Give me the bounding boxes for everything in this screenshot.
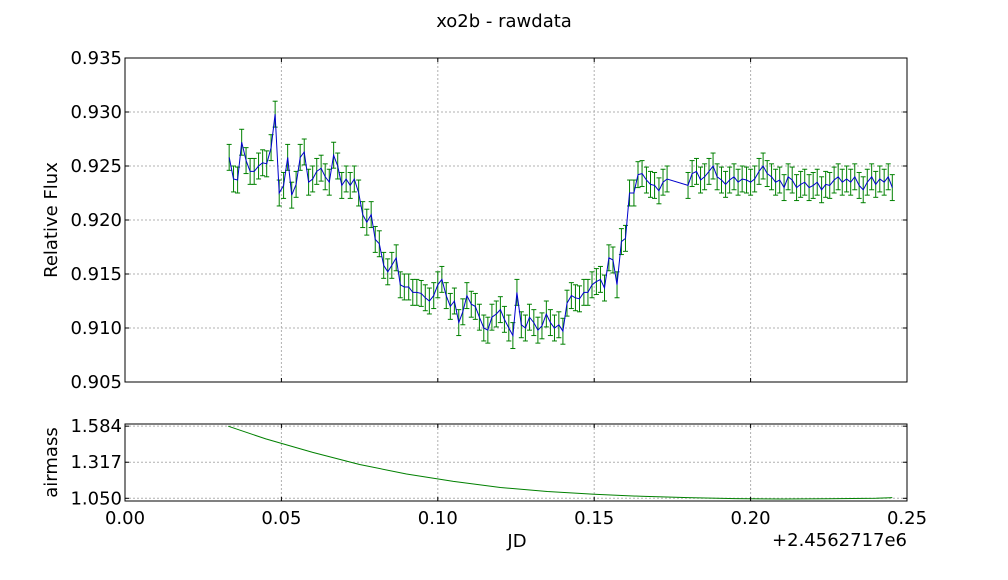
top-y-tick-label: 0.935 bbox=[70, 48, 122, 69]
bottom-y-tick-label: 1.584 bbox=[70, 416, 122, 437]
bottom-grid bbox=[125, 424, 907, 501]
top-y-tick-label: 0.915 bbox=[70, 264, 122, 285]
bottom-y-tick-label: 1.050 bbox=[70, 488, 122, 509]
top-y-axis-label: Relative Flux bbox=[41, 162, 62, 278]
x-tick-label: 0.25 bbox=[887, 508, 927, 529]
top-y-tick-label: 0.910 bbox=[70, 318, 122, 339]
x-tick-labels: 0.00 0.05 0.10 0.15 0.20 0.25 bbox=[105, 508, 927, 529]
top-axis-ticks bbox=[124, 57, 908, 383]
top-y-tick-labels: 0.905 0.910 0.915 0.920 0.925 0.930 0.935 bbox=[70, 48, 122, 393]
x-tick-label: 0.15 bbox=[574, 508, 614, 529]
bottom-y-axis-label: airmass bbox=[41, 427, 62, 497]
x-tick-label: 0.10 bbox=[418, 508, 458, 529]
chart-title: xo2b - rawdata bbox=[436, 11, 572, 32]
flux-series-line bbox=[228, 114, 893, 338]
errorbar bbox=[226, 143, 232, 171]
bottom-y-tick-label: 1.317 bbox=[70, 452, 122, 473]
x-tick-label: 0.20 bbox=[731, 508, 771, 529]
x-tick-label: 0.05 bbox=[261, 508, 301, 529]
airmass-series-line bbox=[228, 425, 893, 500]
top-grid bbox=[125, 58, 907, 382]
x-tick-label: 0.00 bbox=[105, 508, 145, 529]
bottom-axis-ticks bbox=[124, 424, 908, 501]
x-offset-label: +2.4562717e6 bbox=[772, 530, 907, 551]
airmass-line bbox=[228, 425, 893, 500]
x-axis-label: JD bbox=[506, 531, 526, 552]
top-y-tick-label: 0.920 bbox=[70, 210, 122, 231]
top-y-tick-label: 0.905 bbox=[70, 372, 122, 393]
bottom-y-tick-labels: 1.050 1.317 1.584 bbox=[70, 416, 122, 509]
top-y-tick-label: 0.930 bbox=[70, 102, 122, 123]
top-y-tick-label: 0.925 bbox=[70, 156, 122, 177]
top-flux-line bbox=[228, 114, 893, 338]
